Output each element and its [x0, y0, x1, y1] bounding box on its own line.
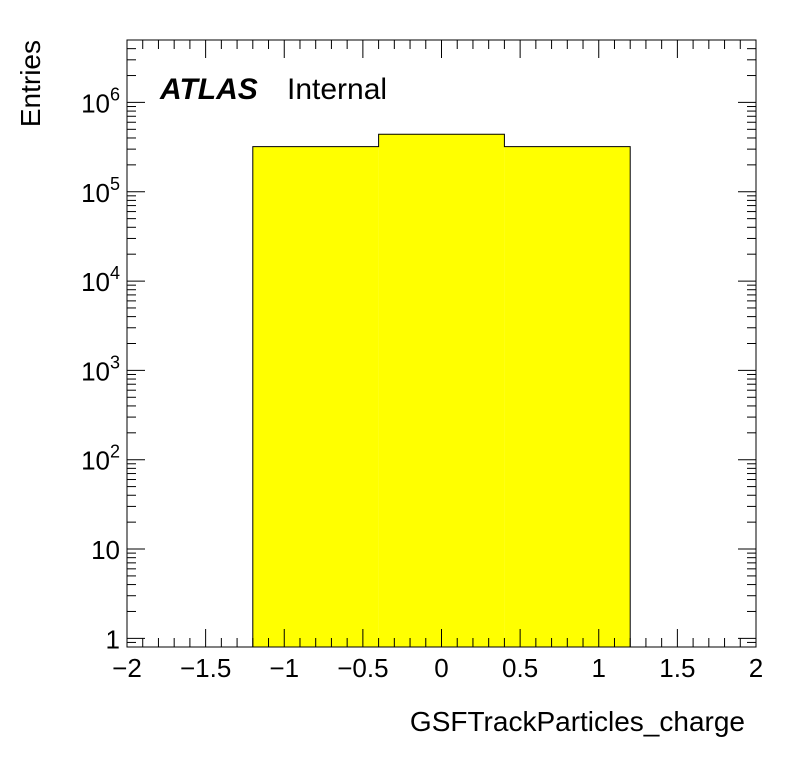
internal-label: Internal — [287, 73, 387, 106]
atlas-label: ATLAS — [159, 73, 258, 106]
axis-ticks — [126, 39, 757, 648]
histogram-bin — [378, 134, 505, 647]
x-tick-label: −0.5 — [337, 653, 388, 683]
y-tick-label: 1 — [106, 624, 120, 654]
x-tick-label: 0 — [434, 653, 448, 683]
histogram-bin — [252, 146, 379, 647]
x-tick-label: −2 — [112, 653, 142, 683]
x-tick-label: 0.5 — [502, 653, 538, 683]
histogram-bars — [252, 133, 631, 647]
x-tick-label: 2 — [749, 653, 763, 683]
y-tick-labels: 1 10 102 103 104 105 106 — [81, 84, 120, 654]
y-tick-label: 102 — [81, 442, 120, 476]
y-axis-title: Entries — [15, 40, 46, 127]
y-tick-label: 104 — [81, 263, 120, 297]
x-tick-label: 1.5 — [659, 653, 695, 683]
x-tick-labels: −2 −1.5 −1 −0.5 0 0.5 1 1.5 2 — [112, 653, 763, 683]
x-tick-label: 1 — [592, 653, 606, 683]
histogram-outline — [252, 133, 631, 647]
x-axis-title: GSFTrackParticles_charge — [410, 706, 745, 737]
y-tick-label: 10 — [91, 535, 120, 565]
y-tick-label: 103 — [81, 352, 120, 386]
y-tick-label: 106 — [81, 84, 120, 118]
y-tick-label: 105 — [81, 174, 120, 208]
x-tick-label: −1.5 — [180, 653, 231, 683]
x-tick-label: −1 — [269, 653, 299, 683]
plot-frame — [126, 39, 757, 648]
histogram-bin — [504, 146, 631, 647]
